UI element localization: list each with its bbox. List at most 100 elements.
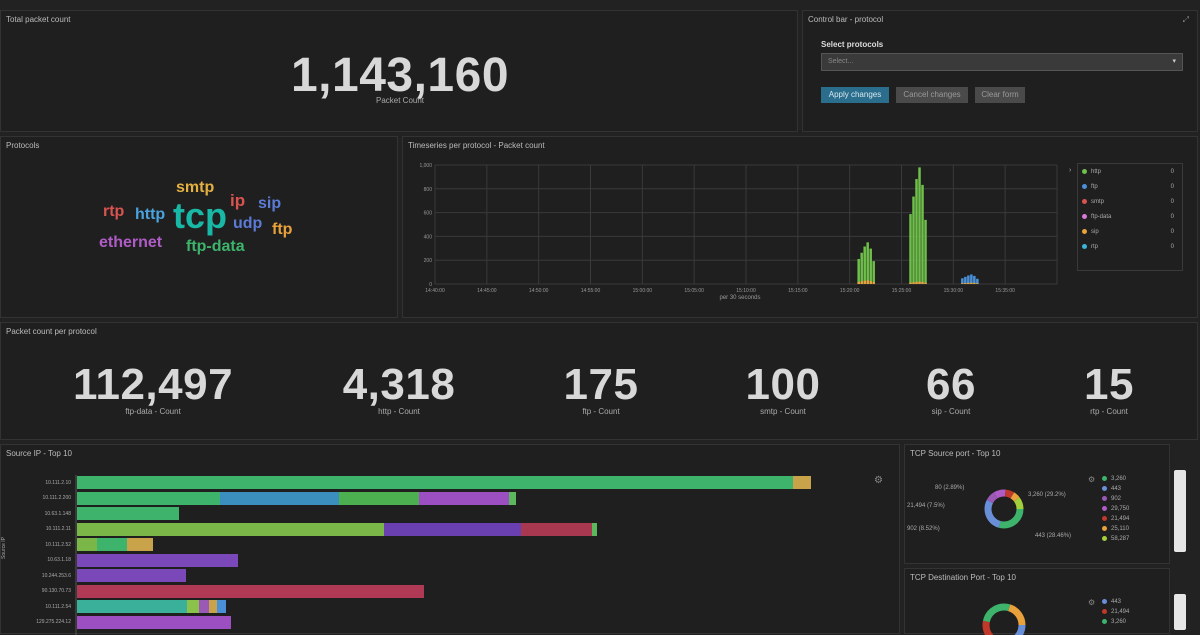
legend-item[interactable]: 902 <box>1102 496 1121 502</box>
bar-segment[interactable] <box>209 600 217 613</box>
series-bar-http[interactable] <box>915 179 918 284</box>
series-bar-sip[interactable] <box>973 283 976 284</box>
bar-row[interactable] <box>77 538 153 551</box>
legend-item[interactable]: 3,260 <box>1102 619 1126 625</box>
bar-segment[interactable] <box>97 538 127 551</box>
legend-item[interactable]: 21,494 <box>1102 516 1129 522</box>
series-bar-sip[interactable] <box>860 281 863 284</box>
series-bar-sip[interactable] <box>857 282 860 284</box>
clear-form-button[interactable]: Clear form <box>975 87 1025 103</box>
series-bar-http[interactable] <box>918 167 921 284</box>
cloud-word-ip[interactable]: ip <box>230 191 245 211</box>
bar-segment[interactable] <box>77 554 238 567</box>
series-bar-sip[interactable] <box>924 283 927 284</box>
series-bar-ftp[interactable] <box>961 278 964 284</box>
series-bar-ftp[interactable] <box>973 276 976 284</box>
bar-segment[interactable] <box>77 600 187 613</box>
series-bar-http[interactable] <box>869 249 872 284</box>
bar-row[interactable] <box>77 476 811 489</box>
series-bar-ftp[interactable] <box>967 275 970 284</box>
bar-segment[interactable] <box>77 476 793 489</box>
series-bar-http[interactable] <box>866 242 869 284</box>
bar-segment[interactable] <box>187 600 199 613</box>
legend-item[interactable]: 58,287 <box>1102 536 1129 542</box>
cloud-word-ftp[interactable]: ftp <box>272 221 292 239</box>
tcp-destination-donut[interactable] <box>905 569 1171 635</box>
scrollbar[interactable] <box>1174 470 1186 552</box>
cloud-word-ethernet[interactable]: ethernet <box>99 234 162 252</box>
series-bar-sip[interactable] <box>918 282 921 284</box>
bar-row[interactable] <box>77 507 179 520</box>
bar-segment[interactable] <box>217 600 226 613</box>
series-bar-sip[interactable] <box>866 280 869 284</box>
legend-item[interactable]: 25,110 <box>1102 526 1129 532</box>
expand-icon[interactable]: ⤢ <box>1183 15 1189 25</box>
bar-row[interactable] <box>77 616 231 629</box>
series-bar-sip[interactable] <box>872 282 875 284</box>
legend-item[interactable]: 21,494 <box>1102 609 1129 615</box>
bar-row[interactable] <box>77 569 186 582</box>
series-bar-http[interactable] <box>924 220 927 284</box>
series-bar-ftp[interactable] <box>970 274 973 284</box>
series-bar-sip[interactable] <box>976 283 979 284</box>
series-bar-http[interactable] <box>921 185 924 284</box>
bar-row[interactable] <box>77 492 516 505</box>
bar-row[interactable] <box>77 600 226 613</box>
series-bar-sip[interactable] <box>915 282 918 284</box>
series-bar-sip[interactable] <box>912 282 915 284</box>
series-bar-sip[interactable] <box>921 282 924 284</box>
bar-row[interactable] <box>77 585 424 598</box>
cloud-word-sip[interactable]: sip <box>258 195 281 213</box>
bar-segment[interactable] <box>419 492 509 505</box>
bar-segment[interactable] <box>220 492 339 505</box>
cloud-word-udp[interactable]: udp <box>233 215 262 233</box>
series-bar-sip[interactable] <box>967 283 970 284</box>
legend-item[interactable]: 3,260 <box>1102 476 1126 482</box>
legend-item[interactable]: 29,750 <box>1102 506 1129 512</box>
series-bar-http[interactable] <box>863 247 866 284</box>
series-bar-ftp[interactable] <box>964 277 967 284</box>
series-bar-http[interactable] <box>860 253 863 284</box>
legend-item[interactable]: 443 <box>1102 486 1121 492</box>
cloud-word-tcp[interactable]: tcp <box>173 195 227 237</box>
source-ip-bar-chart[interactable] <box>1 445 901 635</box>
cloud-word-rtp[interactable]: rtp <box>103 203 124 221</box>
series-bar-sip[interactable] <box>970 283 973 284</box>
series-bar-sip[interactable] <box>964 283 967 284</box>
bar-segment[interactable] <box>521 523 592 536</box>
bar-segment[interactable] <box>77 507 179 520</box>
cloud-word-ftp-data[interactable]: ftp-data <box>186 238 245 256</box>
bar-row[interactable] <box>77 554 238 567</box>
apply-changes-button[interactable]: Apply changes <box>821 87 889 103</box>
bar-segment[interactable] <box>592 523 597 536</box>
series-bar-http[interactable] <box>909 214 912 284</box>
protocol-select[interactable]: Select... ▾ <box>821 53 1183 71</box>
legend-toggle-icon[interactable]: › <box>1069 167 1071 174</box>
cloud-word-http[interactable]: http <box>135 206 165 224</box>
series-bar-http[interactable] <box>912 197 915 284</box>
legend-item[interactable]: 443 <box>1102 599 1121 605</box>
bar-segment[interactable] <box>77 538 97 551</box>
series-bar-sip[interactable] <box>863 281 866 284</box>
gear-icon[interactable]: ⚙ <box>1088 598 1095 607</box>
bar-segment[interactable] <box>77 616 231 629</box>
series-bar-sip[interactable] <box>961 283 964 284</box>
scrollbar[interactable] <box>1174 594 1186 630</box>
bar-segment[interactable] <box>384 523 521 536</box>
gear-icon[interactable]: ⚙ <box>1088 475 1095 484</box>
cancel-changes-button[interactable]: Cancel changes <box>896 87 968 103</box>
bar-row[interactable] <box>77 523 597 536</box>
bar-segment[interactable] <box>127 538 153 551</box>
bar-segment[interactable] <box>793 476 811 489</box>
bar-segment[interactable] <box>77 585 424 598</box>
series-bar-ftp[interactable] <box>976 279 979 284</box>
series-bar-http[interactable] <box>872 261 875 284</box>
series-bar-sip[interactable] <box>869 281 872 284</box>
tcp-source-donut[interactable]: 80 (2.89%) 21,494 (7.5%) 902 (8.52%) 3,2… <box>905 445 1171 565</box>
bar-segment[interactable] <box>77 569 186 582</box>
